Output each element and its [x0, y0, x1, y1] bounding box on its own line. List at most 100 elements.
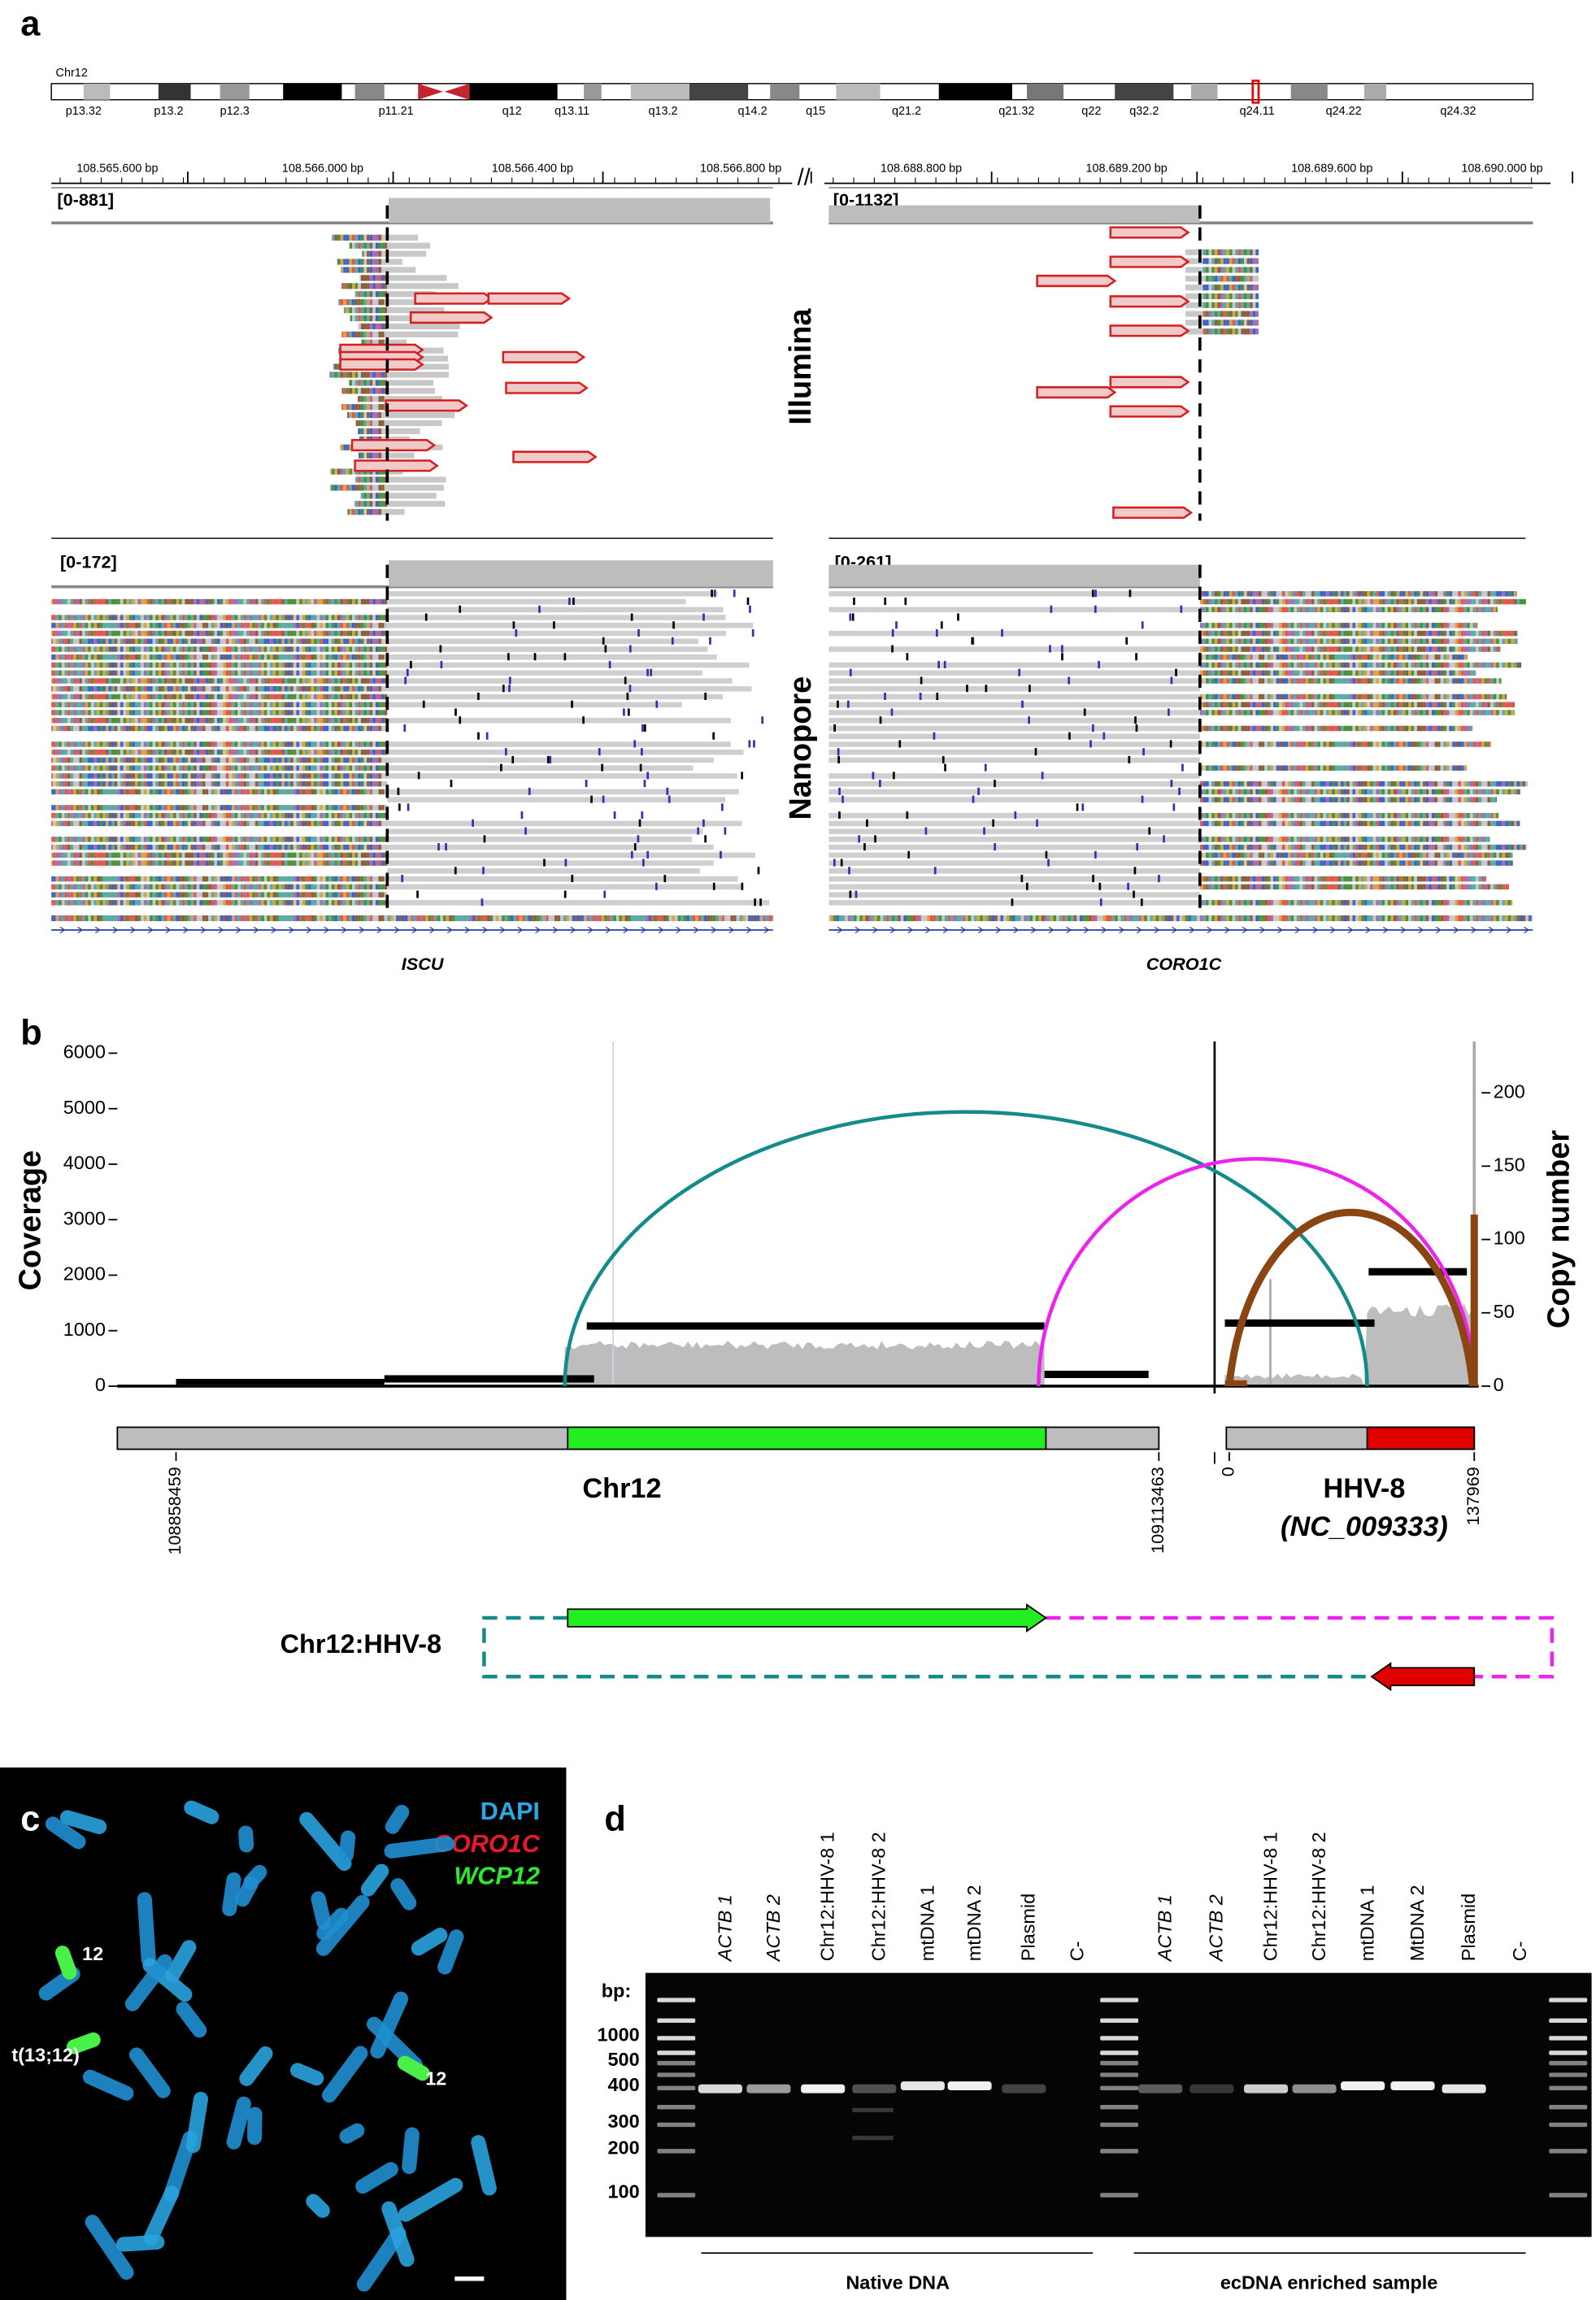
read [387, 828, 703, 834]
gene-arrow [200, 926, 207, 934]
virus-label: HHV-8 [1323, 1473, 1405, 1504]
gene-arrow [711, 926, 717, 934]
read [828, 646, 1200, 652]
read [387, 741, 731, 747]
gene-arrow [359, 926, 365, 934]
y2-tick-label: 0 [1494, 1374, 1504, 1395]
read [387, 797, 726, 802]
indel [1092, 875, 1094, 883]
chromosome [124, 1954, 172, 2011]
read [387, 339, 407, 346]
indel [626, 692, 629, 700]
indel [872, 772, 875, 780]
indel [1014, 811, 1017, 820]
indel [957, 613, 959, 621]
ideogram-band [1363, 83, 1386, 100]
chromosome [338, 1830, 356, 1863]
discordant-read [1036, 386, 1117, 399]
track-name: Illumina [784, 308, 818, 425]
legend-wcp12: WCP12 [454, 1862, 540, 1889]
read [387, 702, 682, 707]
discordant-read [414, 292, 494, 305]
read [828, 717, 1200, 724]
range-label: [0-172] [60, 552, 117, 572]
chromosome [355, 2162, 398, 2194]
indel [874, 835, 876, 843]
read-soft-clip [337, 259, 388, 265]
ladder-band [1549, 2193, 1588, 2198]
gene-arrow [552, 926, 559, 934]
y2-tick-label: 150 [1494, 1154, 1525, 1176]
read-soft-clip [51, 638, 388, 645]
indel [1142, 748, 1145, 756]
indel [841, 795, 844, 803]
indel [1025, 882, 1028, 890]
read [387, 501, 446, 507]
read-soft-clip [51, 884, 388, 890]
gene-arrow [1471, 926, 1477, 934]
read-soft-clip [1199, 693, 1507, 700]
read-soft-clip [51, 615, 388, 620]
chromosome [59, 1810, 107, 1834]
indel [891, 629, 894, 637]
indel [697, 827, 700, 835]
indel [637, 835, 640, 843]
indel [585, 780, 588, 788]
read-soft-clip [51, 741, 388, 747]
read-soft-clip [359, 275, 388, 281]
gel-band [852, 2084, 897, 2093]
gene-arrow [535, 926, 541, 934]
read [387, 275, 447, 281]
read-soft-clip [1202, 311, 1259, 317]
gene-arrow [570, 926, 576, 934]
ideogram-band [1026, 83, 1064, 100]
gene-arrow [517, 926, 524, 934]
ladder-band [1100, 2072, 1139, 2077]
indel [404, 676, 407, 685]
read [387, 485, 444, 491]
read [387, 420, 442, 427]
read [387, 693, 723, 700]
read [1185, 302, 1203, 308]
read [828, 670, 1200, 676]
ideogram-band [584, 83, 602, 100]
indel [898, 740, 902, 748]
read-soft-clip [358, 428, 388, 435]
ladder-band [1549, 2105, 1588, 2110]
indel [598, 748, 601, 756]
gel-band [1243, 2084, 1289, 2093]
indel [1148, 827, 1151, 835]
gene-arrow [94, 926, 101, 934]
discordant-read [350, 438, 437, 452]
indel [702, 819, 705, 827]
read [828, 678, 1200, 684]
indel [1140, 898, 1143, 907]
gene-arrow [1400, 926, 1407, 934]
read [828, 662, 1200, 668]
wcp12-signal [397, 2055, 430, 2081]
gene-arrow [1259, 926, 1266, 934]
read-soft-clip [355, 476, 388, 483]
size-label: 1000 [598, 2024, 640, 2045]
indel [1172, 803, 1176, 811]
ideogram-band [689, 83, 749, 100]
gene-arrow [623, 926, 629, 934]
read [1185, 311, 1203, 317]
indel [552, 621, 555, 629]
read [387, 876, 738, 882]
indel [1049, 645, 1051, 653]
chromosome [360, 1863, 389, 1897]
read [387, 283, 459, 289]
gene-arrow [960, 926, 967, 934]
read [828, 607, 1200, 613]
size-label: 100 [608, 2180, 640, 2202]
read [387, 852, 755, 859]
indel [712, 882, 715, 890]
read-soft-clip [347, 411, 388, 419]
gene-arrow [694, 926, 699, 934]
read [828, 741, 1200, 747]
indel [485, 732, 489, 740]
chromosome [184, 1800, 220, 1824]
read-soft-clip [51, 892, 388, 898]
indel [937, 660, 940, 668]
